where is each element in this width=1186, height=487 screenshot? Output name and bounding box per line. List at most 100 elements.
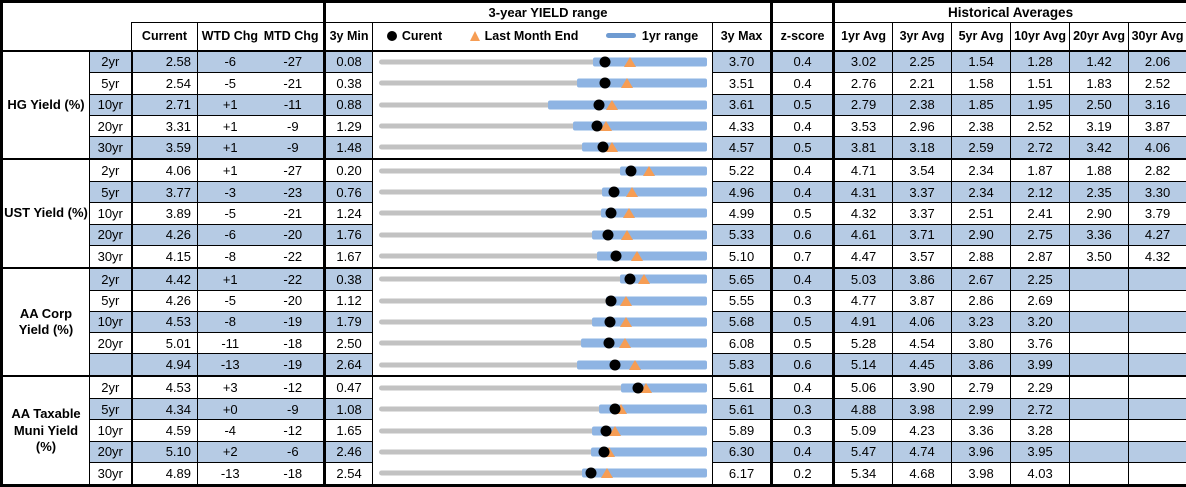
min-3y-cell: 1.12 [324,290,374,312]
avg-cell: 3.87 [1128,115,1186,138]
range-chart-cell [372,94,714,116]
table-row: 5yr 3.77 -3 -23 0.76 4.96 0.4 4.31 3.37 2.34 2.12 2… [2,181,1186,204]
mtd-chg-cell: -12 [262,375,327,400]
mtd-chg-cell: -18 [262,462,327,486]
avg-cell: 3.76 [1010,332,1071,355]
avg-cell: 3.23 [951,311,1012,334]
range-chart [378,463,708,484]
group-label: AA Taxable Muni Yield (%) [1,375,90,486]
avg-cell: 2.25 [892,50,953,74]
avg-cell: 2.69 [1010,290,1071,312]
range-chart-cell [372,224,714,246]
range-bar-1yr [581,468,708,478]
current-cell: 2.58 [131,50,198,74]
avg-cell: 2.29 [1010,375,1071,400]
current-cell: 4.06 [131,158,198,182]
avg-cell: 3.81 [833,136,894,160]
avg-cell [1128,311,1186,334]
max-3y-cell: 3.51 [712,72,774,95]
z-score-cell: 0.4 [771,50,836,74]
z-score-cell: 0.6 [771,224,836,246]
current-cell: 5.01 [131,332,198,355]
avg-cell [1069,332,1130,355]
current-marker [625,165,637,177]
mtd-chg-cell: -21 [262,202,327,225]
current-cell: 3.77 [131,181,198,204]
last-month-triangle-icon [469,31,480,42]
avg-cell: 3.80 [951,332,1012,355]
col-header-5yr-avg: 5yr Avg [951,22,1012,52]
max-3y-cell: 4.57 [712,136,774,160]
avg-cell: 4.54 [892,332,953,355]
current-cell: 2.54 [131,72,198,95]
avg-cell: 1.83 [1069,72,1130,95]
tenor-cell: 10yr [89,419,133,442]
range-chart [378,399,708,420]
range-bar-1yr [602,187,708,197]
avg-cell: 3.37 [892,181,953,204]
range-chart-cell [372,462,714,486]
wtd-chg-cell: +0 [197,398,263,421]
mtd-chg-cell: -23 [262,181,327,204]
range-chart-cell [372,115,714,137]
avg-cell: 4.31 [833,181,894,204]
range-chart [378,354,708,375]
group-label: HG Yield (%) [1,50,90,160]
range-track-3y [379,210,707,216]
current-cell: 4.42 [131,266,198,291]
range-bar-icon [605,33,636,39]
wtd-chg-cell: -3 [197,181,263,204]
range-track-3y [379,80,707,86]
max-3y-cell: 5.55 [712,290,774,312]
avg-cell: 4.45 [892,353,953,377]
current-cell: 4.26 [131,224,198,246]
avg-cell: 1.58 [951,72,1012,95]
avg-cell [1128,441,1186,464]
current-marker [602,229,614,241]
min-3y-cell: 0.38 [324,266,374,291]
avg-cell: 3.86 [951,353,1012,377]
range-chart-cell [372,441,714,463]
range-track-3y [379,449,707,455]
avg-cell: 2.38 [892,94,953,116]
legend-last-month-label: Last Month End [484,29,579,44]
range-chart-cell [372,290,714,312]
avg-cell [1069,353,1130,377]
avg-cell: 3.18 [892,136,953,160]
avg-cell: 2.50 [1069,94,1130,116]
avg-cell: 5.14 [833,353,894,377]
current-cell: 4.94 [131,353,198,377]
wtd-chg-cell: -13 [220,466,240,482]
avg-cell: 2.35 [1069,181,1130,204]
range-track-3y [379,340,707,346]
mtd-chg-cell: -19 [262,311,327,334]
max-3y-cell: 5.68 [712,311,774,334]
range-chart [378,441,708,462]
avg-cell [1128,375,1186,400]
avg-cell: 3.79 [1128,202,1186,225]
avg-cell: 4.32 [1128,245,1186,269]
avg-cell: 4.47 [833,245,894,269]
current-marker [599,56,611,68]
range-track-3y [379,232,707,238]
avg-cell: 2.79 [833,94,894,116]
range-chart [378,311,708,332]
min-3y-cell: 2.46 [324,441,374,464]
table-row: 30yr 4.15 -8 -22 1.67 5.10 0.7 4.47 3.57 2.88 2.87… [2,245,1186,269]
max-3y-cell: 6.17 [712,462,774,486]
range-chart-cell [372,50,714,73]
max-3y-cell: 3.61 [712,94,774,116]
tenor-cell: 2yr [89,266,133,291]
range-bar-1yr [591,230,708,240]
avg-cell: 2.41 [1010,202,1071,225]
header-row-titles: 3-year YIELD range Historical Averages [2,1,1186,23]
col-header-chg-group: WTD Chg MTD Chg [197,22,327,52]
avg-cell: 3.42 [1069,136,1130,160]
min-3y-cell: 1.08 [324,398,374,421]
range-track-3y [379,428,707,434]
current-cell: 4.34 [131,398,198,421]
tenor-cell: 10yr [89,311,133,334]
chart-legend: Curent Last Month End 1yr range [372,22,714,52]
range-track-3y [379,470,707,476]
